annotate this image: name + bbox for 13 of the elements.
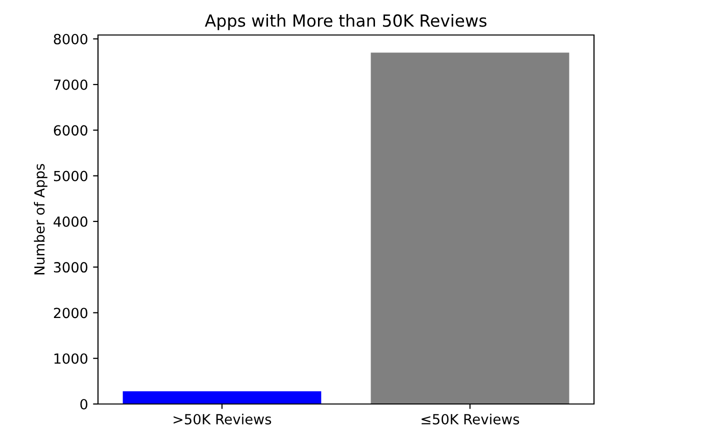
x-tick-label: >50K Reviews <box>174 414 272 424</box>
y-tick-label: 7000 <box>54 79 88 90</box>
y-axis-title: Number of Apps <box>34 164 48 274</box>
chart-title: Apps with More than 50K Reviews <box>204 14 486 30</box>
y-tick-label: 1000 <box>54 353 88 364</box>
y-tick-label: 2000 <box>54 308 88 318</box>
y-tick-label: 4000 <box>54 216 88 227</box>
y-tick-label: 0 <box>80 398 88 410</box>
y-tick-label: 3000 <box>54 262 88 273</box>
y-tick-label: 6000 <box>54 125 88 136</box>
y-tick-label: 8000 <box>54 34 88 44</box>
x-tick-label: ≤50K Reviews <box>422 414 520 424</box>
y-tick-label: 5000 <box>54 170 88 182</box>
